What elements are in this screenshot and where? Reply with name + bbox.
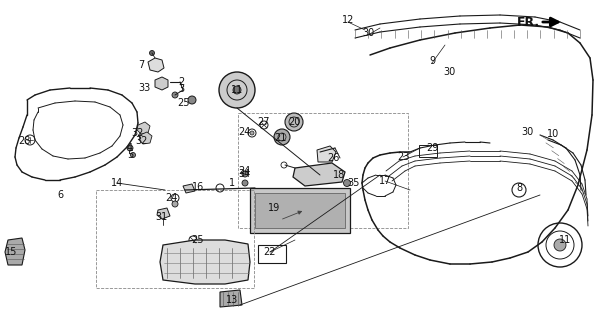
Text: 32: 32: [131, 128, 143, 138]
Polygon shape: [317, 146, 336, 162]
Polygon shape: [5, 238, 25, 265]
Circle shape: [188, 96, 196, 104]
Circle shape: [285, 113, 303, 131]
Text: 26: 26: [327, 153, 339, 163]
Text: 31: 31: [155, 212, 167, 222]
Text: 18: 18: [333, 170, 345, 180]
Bar: [238, 113, 408, 228]
Text: 17: 17: [379, 176, 391, 186]
Text: 13: 13: [226, 295, 238, 305]
Text: 34: 34: [238, 169, 250, 179]
Bar: [419, 145, 437, 157]
Text: 8: 8: [516, 183, 522, 193]
Text: 24: 24: [238, 127, 250, 137]
Text: 28: 28: [18, 136, 30, 146]
Text: 2: 2: [178, 77, 184, 87]
Text: 21: 21: [274, 133, 286, 143]
Polygon shape: [155, 77, 168, 90]
Circle shape: [242, 180, 248, 186]
Polygon shape: [137, 122, 150, 134]
Text: 9: 9: [429, 56, 435, 66]
Circle shape: [233, 86, 241, 94]
Circle shape: [343, 180, 350, 187]
Polygon shape: [160, 240, 250, 284]
Circle shape: [172, 201, 178, 207]
Polygon shape: [183, 184, 195, 193]
Text: 29: 29: [426, 143, 438, 153]
Text: 33: 33: [138, 83, 150, 93]
Circle shape: [242, 171, 248, 177]
Text: 35: 35: [348, 178, 360, 188]
Circle shape: [172, 92, 178, 98]
Polygon shape: [139, 132, 152, 144]
Bar: [258, 245, 286, 263]
Text: 23: 23: [397, 152, 409, 162]
Text: 12: 12: [342, 15, 354, 25]
Text: 27: 27: [258, 117, 270, 127]
Text: 14: 14: [111, 178, 123, 188]
Text: 11: 11: [559, 235, 571, 245]
Text: 3: 3: [178, 84, 184, 94]
Text: 32: 32: [135, 136, 147, 146]
Circle shape: [250, 131, 254, 135]
Text: 16: 16: [192, 182, 204, 192]
Polygon shape: [148, 58, 164, 72]
Circle shape: [219, 72, 255, 108]
Text: 30: 30: [521, 127, 533, 137]
Text: 22: 22: [264, 247, 276, 257]
Polygon shape: [220, 290, 242, 307]
Text: 24: 24: [165, 193, 177, 203]
Text: 7: 7: [138, 60, 144, 70]
Text: 1: 1: [229, 178, 235, 188]
Polygon shape: [293, 163, 345, 186]
Text: 6: 6: [57, 190, 63, 200]
Text: FR.: FR.: [516, 15, 540, 28]
Text: 25: 25: [192, 235, 204, 245]
Text: 30: 30: [362, 28, 374, 38]
Text: 24: 24: [238, 166, 250, 176]
Circle shape: [554, 239, 566, 251]
Bar: [96, 190, 254, 288]
Text: 5: 5: [127, 150, 133, 160]
Circle shape: [127, 145, 133, 151]
Text: 4: 4: [127, 143, 133, 153]
Circle shape: [131, 153, 135, 157]
Circle shape: [150, 51, 155, 55]
Text: 10: 10: [547, 129, 559, 139]
Bar: [255, 193, 345, 228]
Text: 19: 19: [268, 203, 280, 213]
Circle shape: [274, 129, 290, 145]
Text: 25: 25: [177, 98, 189, 108]
Text: 15: 15: [5, 247, 17, 257]
Polygon shape: [157, 208, 170, 219]
Text: 30: 30: [443, 67, 455, 77]
Bar: [250, 188, 350, 233]
Text: 11: 11: [231, 85, 243, 95]
Text: 20: 20: [288, 117, 300, 127]
